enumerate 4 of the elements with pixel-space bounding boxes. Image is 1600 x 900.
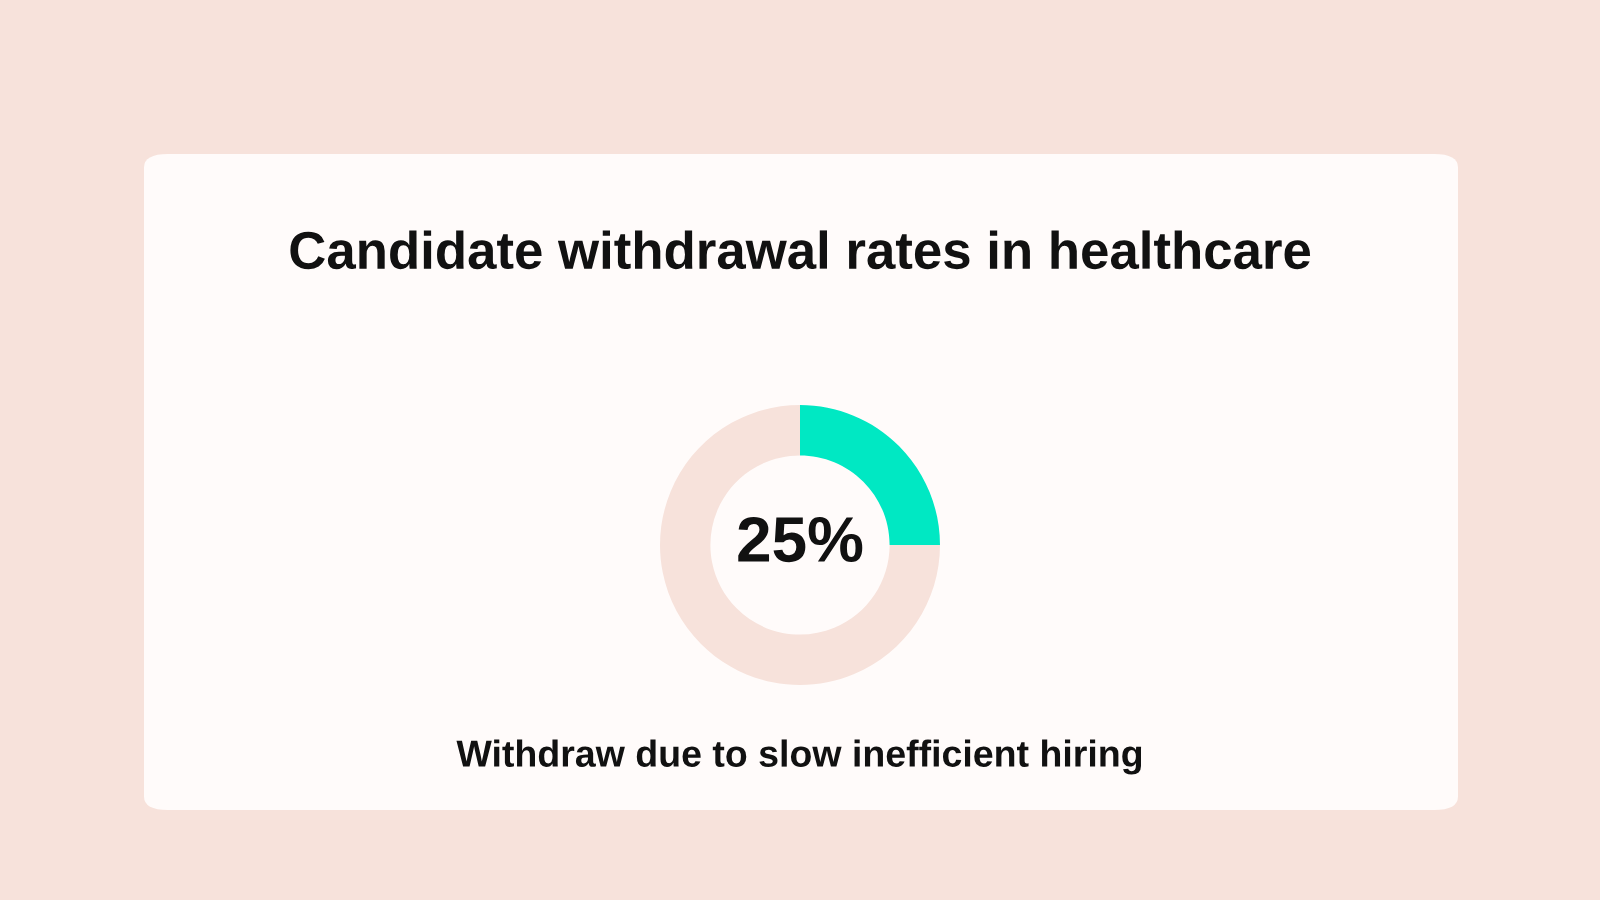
data-label: 25% — [738, 516, 863, 563]
donut-slice — [660, 405, 940, 685]
chart-title: Candidate withdrawal rates in healthcare — [290, 230, 1311, 270]
text: Withdraw due to slow inefficient hiring — [456, 739, 1142, 775]
